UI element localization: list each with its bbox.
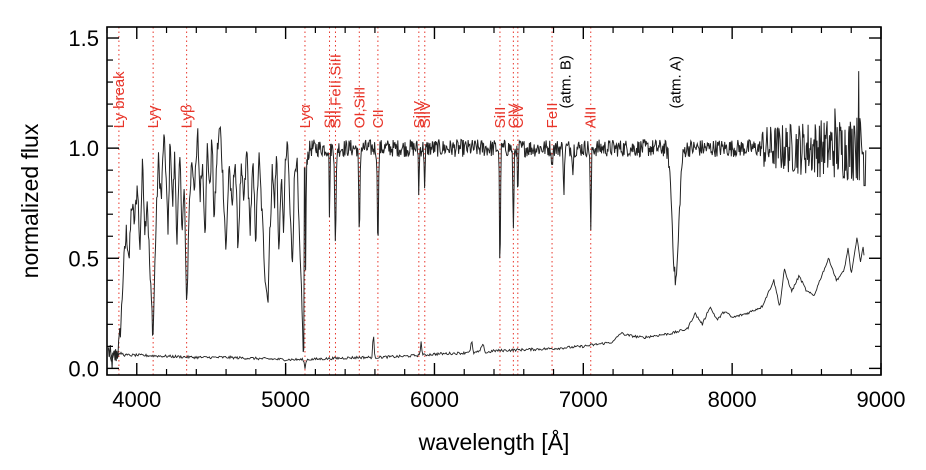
line-marker-label: AlII	[583, 107, 600, 129]
line-marker-label: OI,SiII	[351, 87, 368, 129]
line-marker-label: Lyγ	[145, 105, 162, 128]
axis-ticks: 4000 5000 6000 7000 8000 9000 0.0 0.5 1.0 1.5	[68, 26, 905, 412]
series-layer	[108, 71, 867, 369]
line-marker-label: Ly break	[111, 71, 128, 128]
x-tick-label: 9000	[857, 387, 906, 412]
series-line-spectrum	[108, 71, 867, 369]
x-tick-label: 8000	[708, 387, 757, 412]
line-marker-label: SII	[322, 110, 339, 128]
y-axis-label: normalized flux	[17, 123, 43, 278]
y-tick-label: 1.0	[68, 136, 99, 161]
line-marker-label: SiIV	[411, 101, 428, 129]
x-tick-label: 5000	[261, 387, 310, 412]
x-axis-label: wavelength [Å]	[418, 428, 570, 455]
line-marker-label: SiII	[492, 107, 509, 129]
y-tick-label: 1.5	[68, 26, 99, 51]
line-marker-label: Lyβ	[179, 104, 196, 128]
line-marker-label: SII,FeII,SiII	[327, 54, 344, 128]
line-marker-label: SiIV	[417, 101, 434, 129]
line-marker-label: Lyα	[297, 104, 314, 128]
y-tick-label: 0.5	[68, 246, 99, 271]
series-line-error	[108, 237, 865, 369]
y-tick-label: 0.0	[68, 356, 99, 381]
line-marker-label: CII	[370, 109, 387, 128]
x-tick-label: 7000	[559, 387, 608, 412]
x-tick-label: 6000	[410, 387, 459, 412]
line-marker-label: CIV	[510, 103, 527, 128]
line-marker-label: (atm. B)	[557, 55, 574, 108]
line-marker-label: FeII	[544, 102, 561, 128]
x-tick-label: 4000	[112, 387, 161, 412]
line-marker-label: (atm. A)	[668, 56, 685, 109]
